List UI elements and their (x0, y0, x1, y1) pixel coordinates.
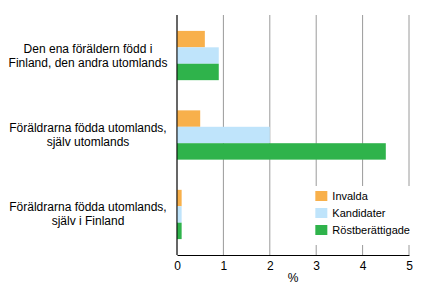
legend-label: Kandidater (332, 207, 386, 219)
bar (177, 143, 386, 159)
category-label-line: Föräldrarna födda utomlands, (9, 200, 166, 214)
tick: 4 (360, 255, 367, 273)
legend-label: Invalda (332, 190, 368, 202)
tick-label: 0 (174, 259, 181, 273)
bar (177, 127, 270, 143)
tick: 2 (267, 255, 274, 273)
bar (177, 206, 182, 222)
legend-swatch (315, 191, 327, 201)
bar (177, 31, 205, 47)
tick-label: 1 (221, 259, 228, 273)
plot: 0 1 2 3 4 5 (174, 15, 413, 273)
legend-swatch (315, 208, 327, 218)
category-label-line: Föräldrarna födda utomlands, (9, 121, 166, 135)
x-axis: 0 1 2 3 4 5 (174, 255, 413, 273)
category-label-line: själv utomlands (47, 135, 130, 149)
bars (177, 31, 386, 239)
bar (177, 47, 219, 63)
tick-label: 2 (267, 259, 274, 273)
category-label: Föräldrarna födda utomlands,själv i Finl… (9, 200, 166, 228)
legend-swatch (315, 225, 327, 235)
legend: Invalda Kandidater Röstberättigade (310, 186, 415, 245)
axis-line (178, 255, 410, 256)
chart: 0 1 2 3 4 5% Den ena föräldern född iFinland, … (0, 0, 424, 290)
category-label-line: själv i Finland (52, 214, 125, 228)
axis-title: % (288, 271, 299, 285)
category-label: Föräldrarna födda utomlands,själv utomla… (9, 121, 166, 149)
tick-label: 5 (406, 259, 413, 273)
category-label-line: Finland, den andra utomlands (9, 56, 168, 70)
bar (177, 190, 182, 206)
tick: 0 (174, 255, 181, 273)
category-label: Den ena föräldern född iFinland, den and… (9, 42, 168, 70)
legend-background (310, 186, 415, 245)
tick-label: 4 (360, 259, 367, 273)
category-label-line: Den ena föräldern född i (24, 42, 153, 56)
bar (177, 223, 182, 239)
bar (177, 64, 219, 80)
tick: 1 (221, 255, 228, 273)
grid-line (177, 15, 178, 255)
bar (177, 110, 200, 126)
tick-label: 3 (313, 259, 320, 273)
tick: 5 (406, 255, 413, 273)
y-axis-line (177, 15, 178, 255)
tick: 3 (313, 255, 320, 273)
legend-label: Röstberättigade (332, 224, 410, 236)
